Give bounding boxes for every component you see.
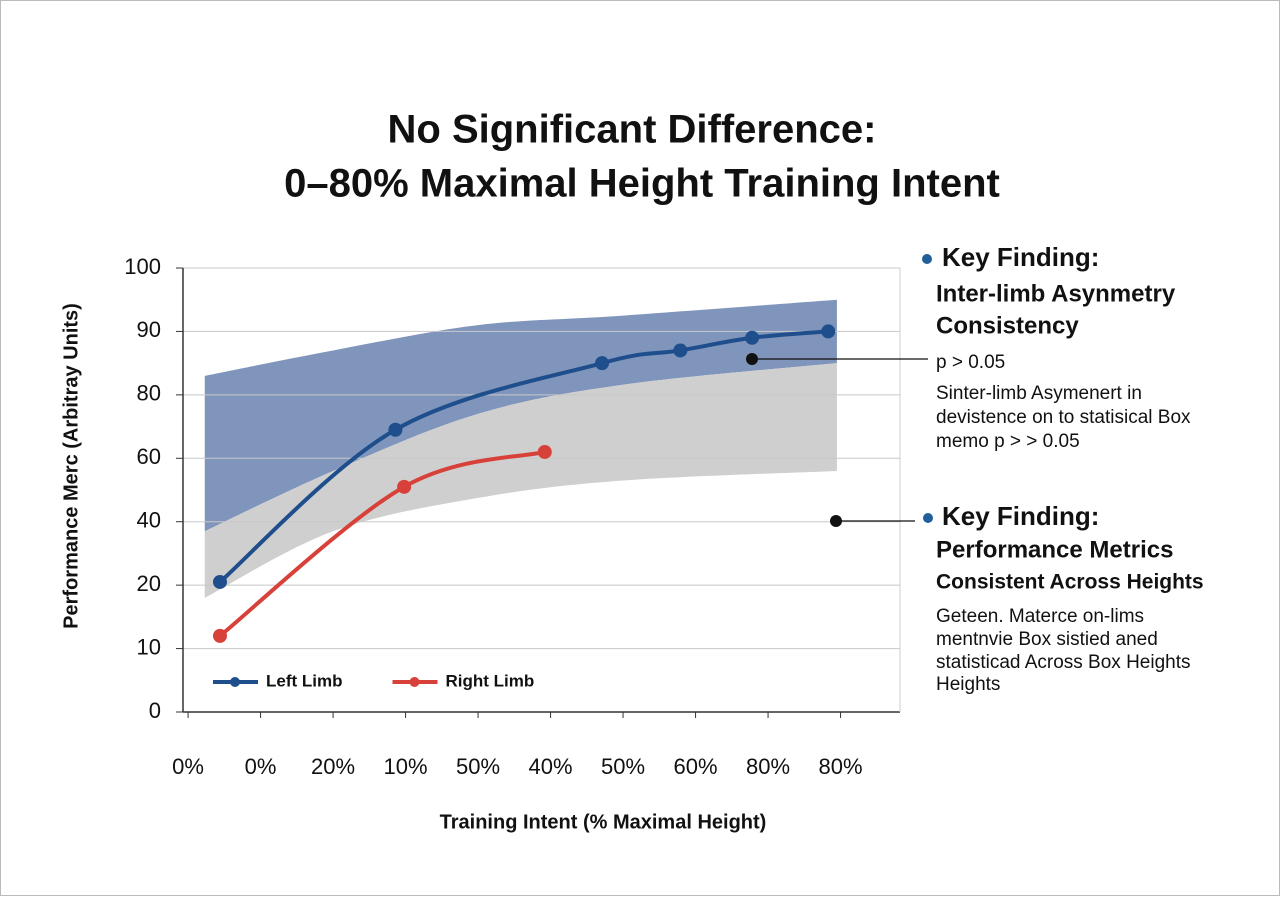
annotation-text: Sinter-limb Asymenert in [936, 383, 1142, 404]
data-point [212, 574, 227, 589]
x-tick-label: 50% [456, 754, 500, 779]
x-tick-label: 40% [529, 754, 573, 779]
y-axis-label: Performance Merc (Arbitray Units) [60, 303, 82, 629]
annotation-text: devistence on to statisical Box [936, 407, 1191, 428]
y-tick-label: 60 [137, 444, 161, 469]
annotation-subheading: Performance Metrics [936, 536, 1173, 563]
chart-title: No Significant Difference: [388, 108, 877, 152]
x-tick-label: 0% [172, 754, 204, 779]
annotation-text: memo p > > 0.05 [936, 431, 1080, 452]
data-point [745, 330, 760, 345]
annotation-text: p > 0.05 [936, 352, 1005, 373]
x-axis-label: Training Intent (% Maximal Height) [440, 811, 767, 833]
x-tick-label: 0% [245, 754, 277, 779]
x-tick-label: 60% [674, 754, 718, 779]
confidence-band [204, 363, 837, 598]
y-tick-label: 20 [137, 571, 161, 596]
leader-dot [746, 353, 758, 365]
y-tick-label: 40 [137, 508, 161, 533]
x-tick-label: 50% [601, 754, 645, 779]
bullet [922, 254, 932, 264]
data-point [673, 343, 688, 358]
y-tick-label: 90 [137, 317, 161, 342]
data-point [397, 479, 412, 494]
annotation-subheading: Inter-limb Asynmetry [936, 280, 1176, 307]
x-tick-label: 10% [384, 754, 428, 779]
y-tick-label: 100 [124, 254, 161, 279]
leader-dot [830, 515, 842, 527]
legend-marker [409, 677, 420, 687]
bullet [923, 513, 933, 523]
annotation-text: Geteen. Materce on-lims [936, 606, 1144, 627]
chart-title: 0–80% Maximal Height Training Intent [284, 162, 1000, 206]
annotation-text: mentnvie Box sistied aned [936, 629, 1158, 650]
legend-label: Right Limb [446, 671, 535, 690]
x-tick-label: 80% [819, 754, 863, 779]
y-tick-label: 80 [137, 381, 161, 406]
legend-label: Left Limb [266, 671, 343, 690]
annotation-subheading: Consistent Across Heights [936, 571, 1204, 594]
annotation-text: statisticad Across Box Heights [936, 652, 1191, 673]
annotation-text: Heights [936, 674, 1000, 695]
annotation-heading: Key Finding: [942, 242, 1099, 272]
legend-marker [230, 677, 240, 687]
data-point [388, 422, 403, 437]
y-tick-label: 10 [137, 634, 161, 659]
plot-area [183, 267, 900, 713]
annotation-subheading: Consistency [936, 312, 1079, 339]
x-tick-label: 80% [746, 754, 790, 779]
data-point [595, 356, 610, 371]
annotation-heading: Key Finding: [942, 501, 1099, 531]
data-point [537, 444, 552, 459]
data-point [821, 324, 836, 339]
confidence-band [204, 299, 837, 532]
y-tick-label: 0 [149, 698, 161, 723]
x-tick-label: 20% [311, 754, 355, 779]
data-point [212, 628, 227, 643]
